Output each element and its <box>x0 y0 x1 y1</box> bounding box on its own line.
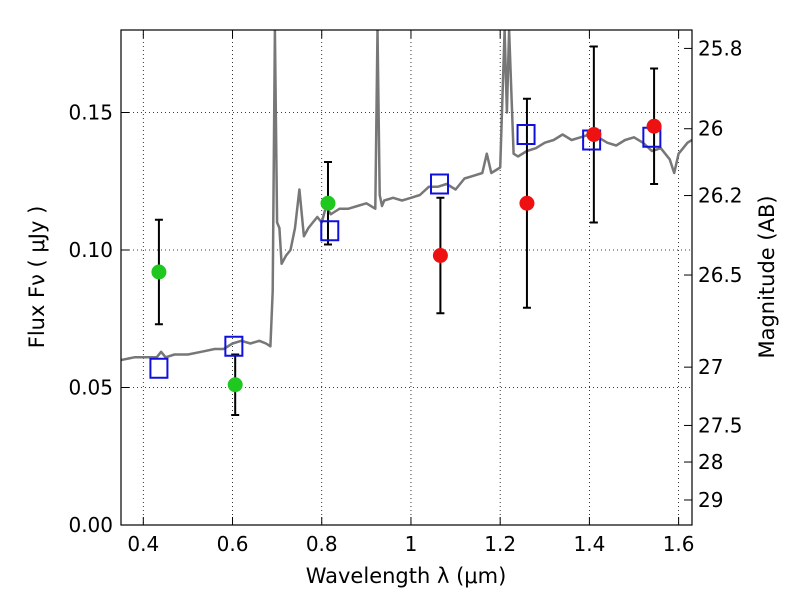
open-square-point <box>430 173 450 195</box>
open-square-point <box>320 220 340 242</box>
grid-lines <box>121 30 692 525</box>
green-circle-point <box>320 195 336 211</box>
y-tick-label: 0.15 <box>68 101 113 125</box>
x-tick-label: 0.8 <box>306 532 338 556</box>
data-marks <box>149 45 662 416</box>
plot-background <box>121 30 692 525</box>
x-tick-label: 1.6 <box>663 532 695 556</box>
red-circle-point <box>519 195 535 211</box>
open-square-point <box>149 357 169 379</box>
y2-tick-label: 25.8 <box>698 36 743 60</box>
y2-tick-label: 29 <box>698 488 723 512</box>
axis-ticks: 0.4 0.6 0.8 1 1.2 1.4 1.6 0.00 0.05 0.10 0.15 25.8 2… <box>68 30 743 556</box>
x-tick-label: 1.2 <box>484 532 516 556</box>
y2-tick-label: 26.2 <box>698 184 743 208</box>
red-circle-point <box>646 118 662 134</box>
y2-tick-label: 26 <box>698 117 723 141</box>
open-square-point <box>516 124 536 145</box>
plot-frame <box>120 29 693 526</box>
red-circle-point <box>432 248 448 263</box>
x-axis-title: Wavelength λ (μm) <box>306 564 507 588</box>
x-tick-label: 0.4 <box>127 532 159 556</box>
y2-tick-label: 28 <box>698 450 723 474</box>
x-tick-label: 1.4 <box>573 532 605 556</box>
x-tick-label: 0.6 <box>217 532 249 556</box>
y-tick-label: 0.00 <box>68 513 113 537</box>
y-axis-title: Flux Fν ( μJy ) <box>25 206 49 349</box>
y2-axis-title: Magnitude (AB) <box>755 195 779 358</box>
y-tick-label: 0.10 <box>68 238 113 262</box>
y-tick-label: 0.05 <box>68 376 113 400</box>
green-circle-point <box>151 264 167 280</box>
red-circle-point <box>586 127 602 142</box>
open-square-point <box>224 335 244 357</box>
y2-tick-label: 26.5 <box>698 263 743 287</box>
y2-tick-label: 27 <box>698 355 723 379</box>
x-tick-label: 1 <box>405 532 418 556</box>
y2-tick-label: 27.5 <box>698 413 743 437</box>
green-circle-point <box>227 377 243 393</box>
